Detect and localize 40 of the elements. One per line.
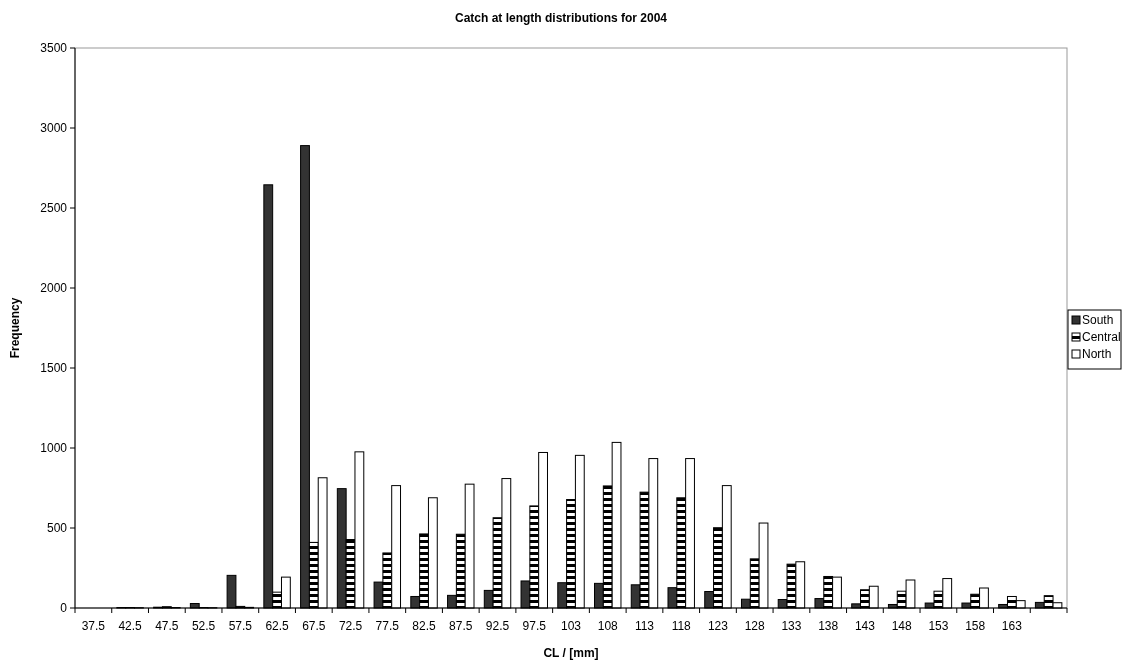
x-tick-label: 87.5 (449, 619, 473, 633)
x-tick-label: 158 (965, 619, 986, 633)
y-tick-label: 500 (46, 521, 68, 536)
x-tick-label: 133 (781, 619, 802, 633)
x-tick-label: 123 (707, 619, 729, 633)
x-tick-label: 108 (597, 619, 619, 633)
chart-title: Catch at length distributions for 2004 (454, 11, 668, 25)
y-tick-label: 2500 (40, 201, 68, 216)
y-tick-label: 1000 (40, 441, 68, 456)
x-axis-title: CL / [mm] (543, 646, 599, 660)
x-tick-label: 143 (854, 619, 876, 633)
x-tick-label: 37.5 (81, 619, 106, 633)
y-tick-label: 2000 (40, 281, 68, 296)
x-tick-label: 163 (1001, 619, 1023, 633)
x-tick-label: 138 (818, 619, 839, 633)
y-tick-label: 3500 (40, 41, 68, 56)
y-axis-title: Frequency (8, 297, 22, 359)
x-tick-label: 47.5 (155, 619, 179, 633)
x-tick-label: 57.5 (228, 619, 253, 633)
x-tick-label: 103 (560, 619, 582, 633)
x-tick-label: 153 (928, 619, 949, 633)
legend-label: South (1082, 313, 1114, 327)
x-tick-label: 52.5 (191, 619, 216, 633)
x-tick-label: 72.5 (338, 619, 363, 633)
y-tick-label: 1500 (40, 361, 68, 376)
x-tick-label: 128 (744, 619, 766, 633)
x-tick-label: 77.5 (375, 619, 400, 633)
x-tick-label: 82.5 (412, 619, 437, 633)
x-tick-label: 118 (671, 619, 692, 633)
x-tick-label: 113 (634, 619, 655, 633)
legend-label: North (1082, 347, 1112, 361)
x-tick-label: 148 (891, 619, 912, 633)
x-tick-label: 42.5 (118, 619, 143, 633)
legend-label: Central (1082, 330, 1121, 344)
y-tick-label: 0 (60, 601, 68, 616)
y-tick-label: 3000 (40, 121, 68, 136)
x-tick-label: 67.5 (302, 619, 326, 633)
x-tick-label: 97.5 (522, 619, 547, 633)
x-tick-label: 92.5 (485, 619, 510, 633)
x-tick-label: 62.5 (265, 619, 290, 633)
